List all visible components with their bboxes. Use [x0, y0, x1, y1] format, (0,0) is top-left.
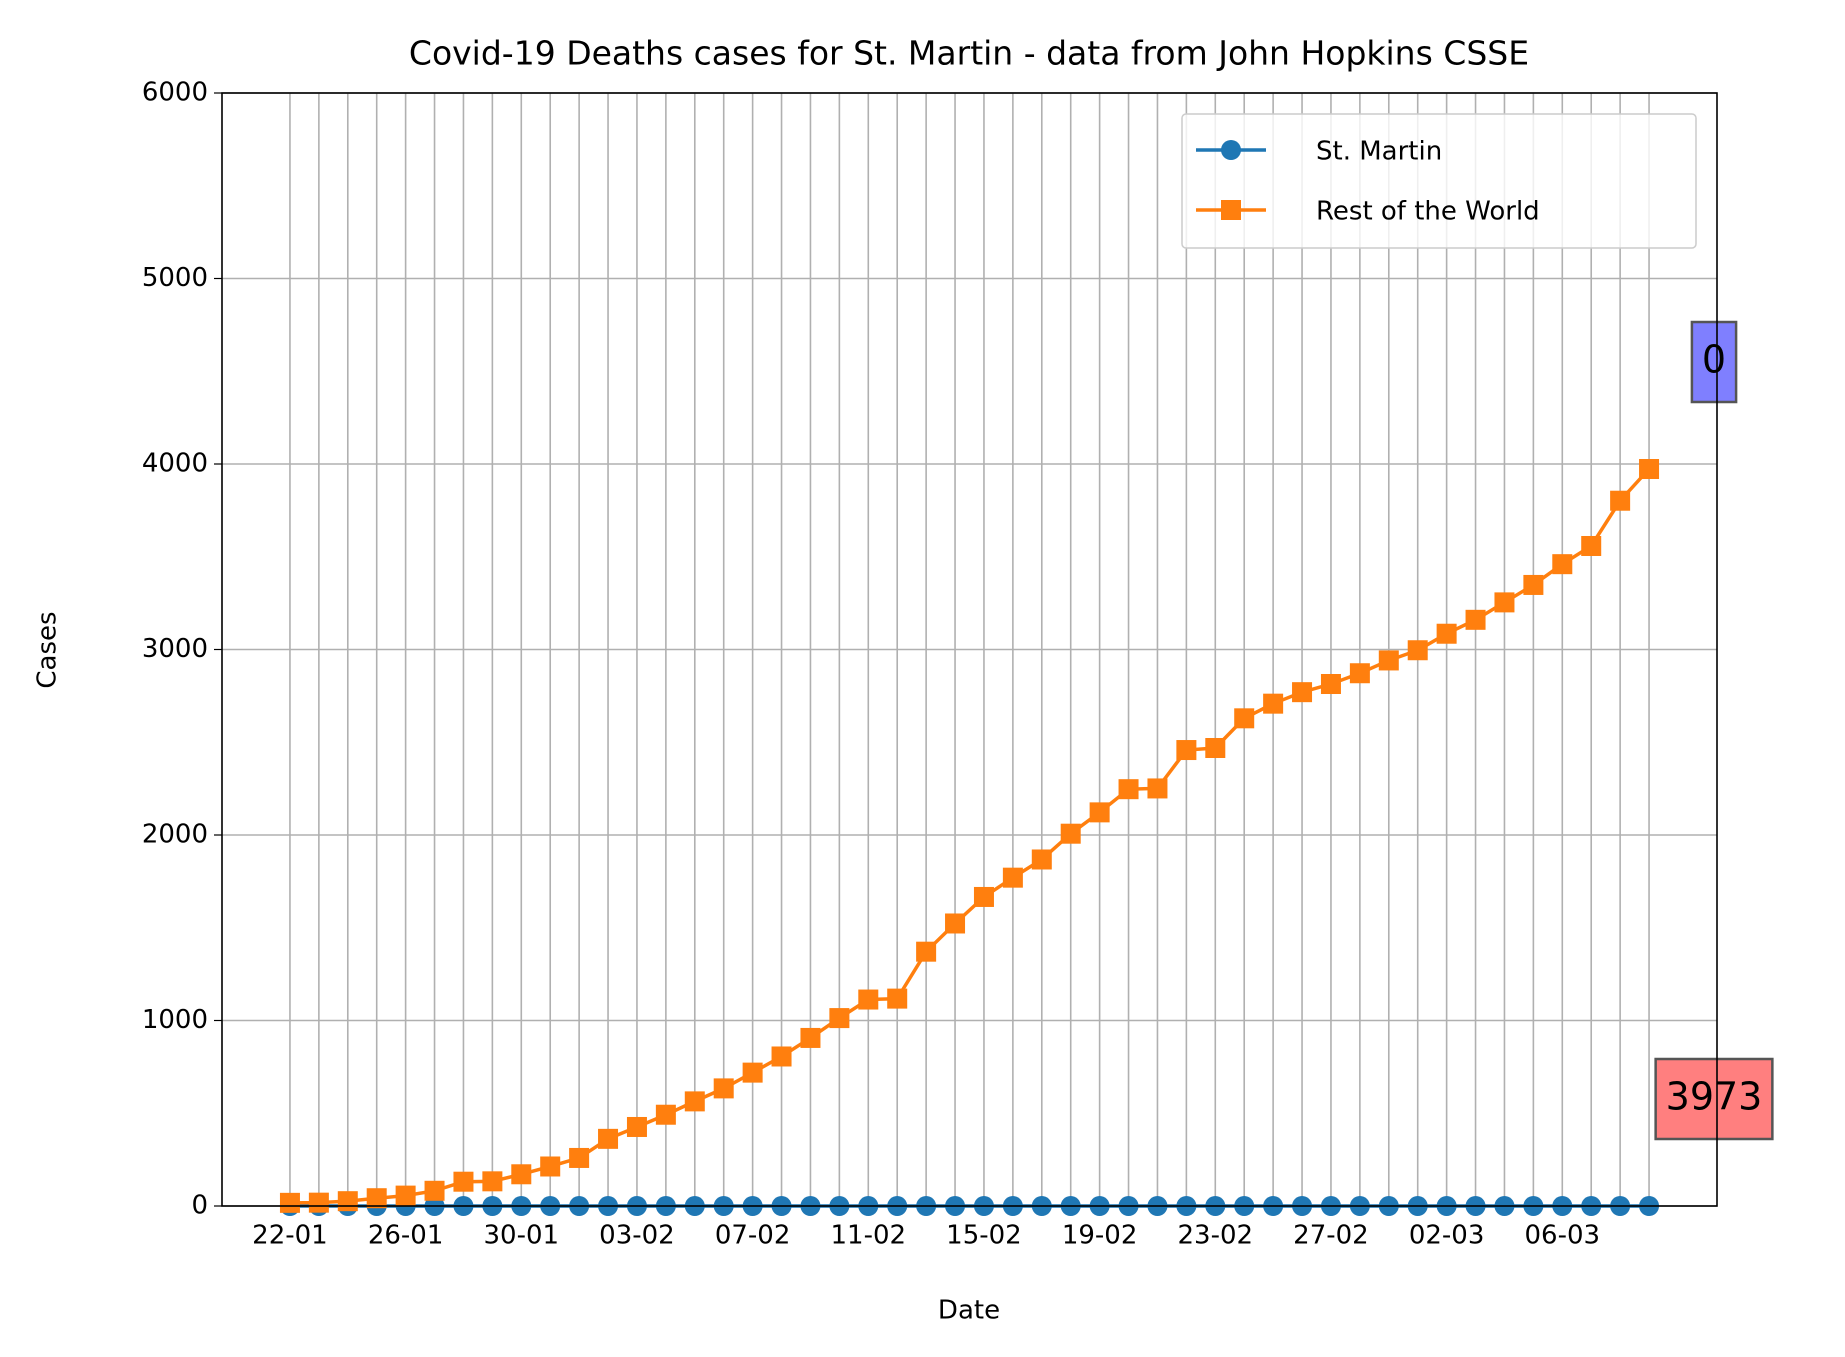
annotation-text: 3973 [1666, 1075, 1763, 1119]
chart-title: Covid-19 Deaths cases for St. Martin - d… [409, 34, 1529, 73]
marker [1378, 650, 1399, 671]
x-tick-label: 26-01 [368, 1221, 444, 1251]
marker [337, 1191, 358, 1212]
marker [684, 1091, 705, 1112]
marker [511, 1164, 532, 1185]
annotation-box [1654, 1057, 1774, 1141]
marker [1234, 708, 1255, 729]
y-tick-label: 1000 [142, 1005, 208, 1035]
marker [1205, 738, 1226, 759]
marker [366, 1188, 387, 1209]
marker [1610, 490, 1631, 511]
marker [713, 1078, 734, 1099]
marker [540, 1156, 561, 1177]
marker [1176, 740, 1197, 761]
annotation-box [1690, 320, 1738, 404]
annotation: 0 [1690, 320, 1738, 404]
marker [945, 913, 966, 934]
x-tick-label: 30-01 [484, 1221, 560, 1251]
x-tick-label: 23-02 [1178, 1221, 1254, 1251]
marker [569, 1147, 590, 1168]
marker [916, 941, 937, 962]
annotation: 3973 [1654, 1057, 1774, 1141]
x-tick-label: 02-03 [1409, 1221, 1485, 1251]
series-line [289, 467, 1651, 1205]
x-tick-label: 15-02 [946, 1221, 1022, 1251]
marker [742, 1062, 763, 1083]
y-tick-label: 4000 [142, 449, 208, 479]
marker [1639, 459, 1660, 480]
marker [1147, 778, 1168, 799]
marker [1263, 693, 1284, 714]
legend-label: Rest of the World [1316, 197, 1540, 227]
marker [1349, 663, 1370, 684]
marker [829, 1008, 850, 1029]
marker [308, 1192, 329, 1213]
legend-marker [1221, 200, 1241, 220]
plot-frame [221, 92, 1718, 1207]
y-tick-label: 0 [191, 1191, 208, 1221]
marker [1552, 554, 1573, 575]
marker [1465, 609, 1486, 630]
marker [1436, 623, 1457, 644]
marker [1494, 592, 1515, 613]
marker [858, 989, 879, 1010]
marker [655, 1104, 676, 1125]
y-tick-label: 3000 [142, 634, 208, 664]
marker [1407, 640, 1428, 661]
marker [771, 1046, 792, 1067]
x-tick-label: 11-02 [831, 1221, 907, 1251]
marker [482, 1171, 503, 1192]
legend: St. Martin Rest of the World [1181, 113, 1697, 249]
x-tick-label: 06-03 [1525, 1221, 1601, 1251]
x-tick-label: 22-01 [252, 1221, 328, 1251]
legend-label: St. Martin [1316, 137, 1442, 167]
x-tick-label: 07-02 [715, 1221, 791, 1251]
marker [800, 1027, 821, 1048]
marker [1089, 802, 1110, 823]
marker [1292, 682, 1313, 703]
x-tick-label: 03-02 [599, 1221, 675, 1251]
marker [1581, 535, 1602, 556]
marker [598, 1128, 619, 1149]
y-tick-label: 6000 [142, 78, 208, 108]
marker [973, 886, 994, 907]
marker [1118, 779, 1139, 800]
marker [395, 1185, 416, 1206]
y-tick-label: 5000 [142, 263, 208, 293]
marker [1002, 867, 1023, 888]
marker [887, 988, 908, 1009]
marker [453, 1171, 474, 1192]
x-tick-label: 27-02 [1293, 1221, 1369, 1251]
marker [1060, 823, 1081, 844]
y-axis-label: Cases [33, 611, 63, 688]
marker [1320, 674, 1341, 695]
legend-marker [1221, 140, 1241, 160]
legend-box [1181, 113, 1697, 249]
x-axis-label: Date [938, 1296, 1000, 1326]
marker [1031, 849, 1052, 870]
marker [424, 1180, 445, 1201]
marker [279, 1192, 300, 1213]
marker [626, 1116, 647, 1137]
y-tick-label: 2000 [142, 820, 208, 850]
marker [1523, 574, 1544, 595]
x-tick-label: 19-02 [1062, 1221, 1138, 1251]
annotation-text: 0 [1702, 338, 1726, 382]
